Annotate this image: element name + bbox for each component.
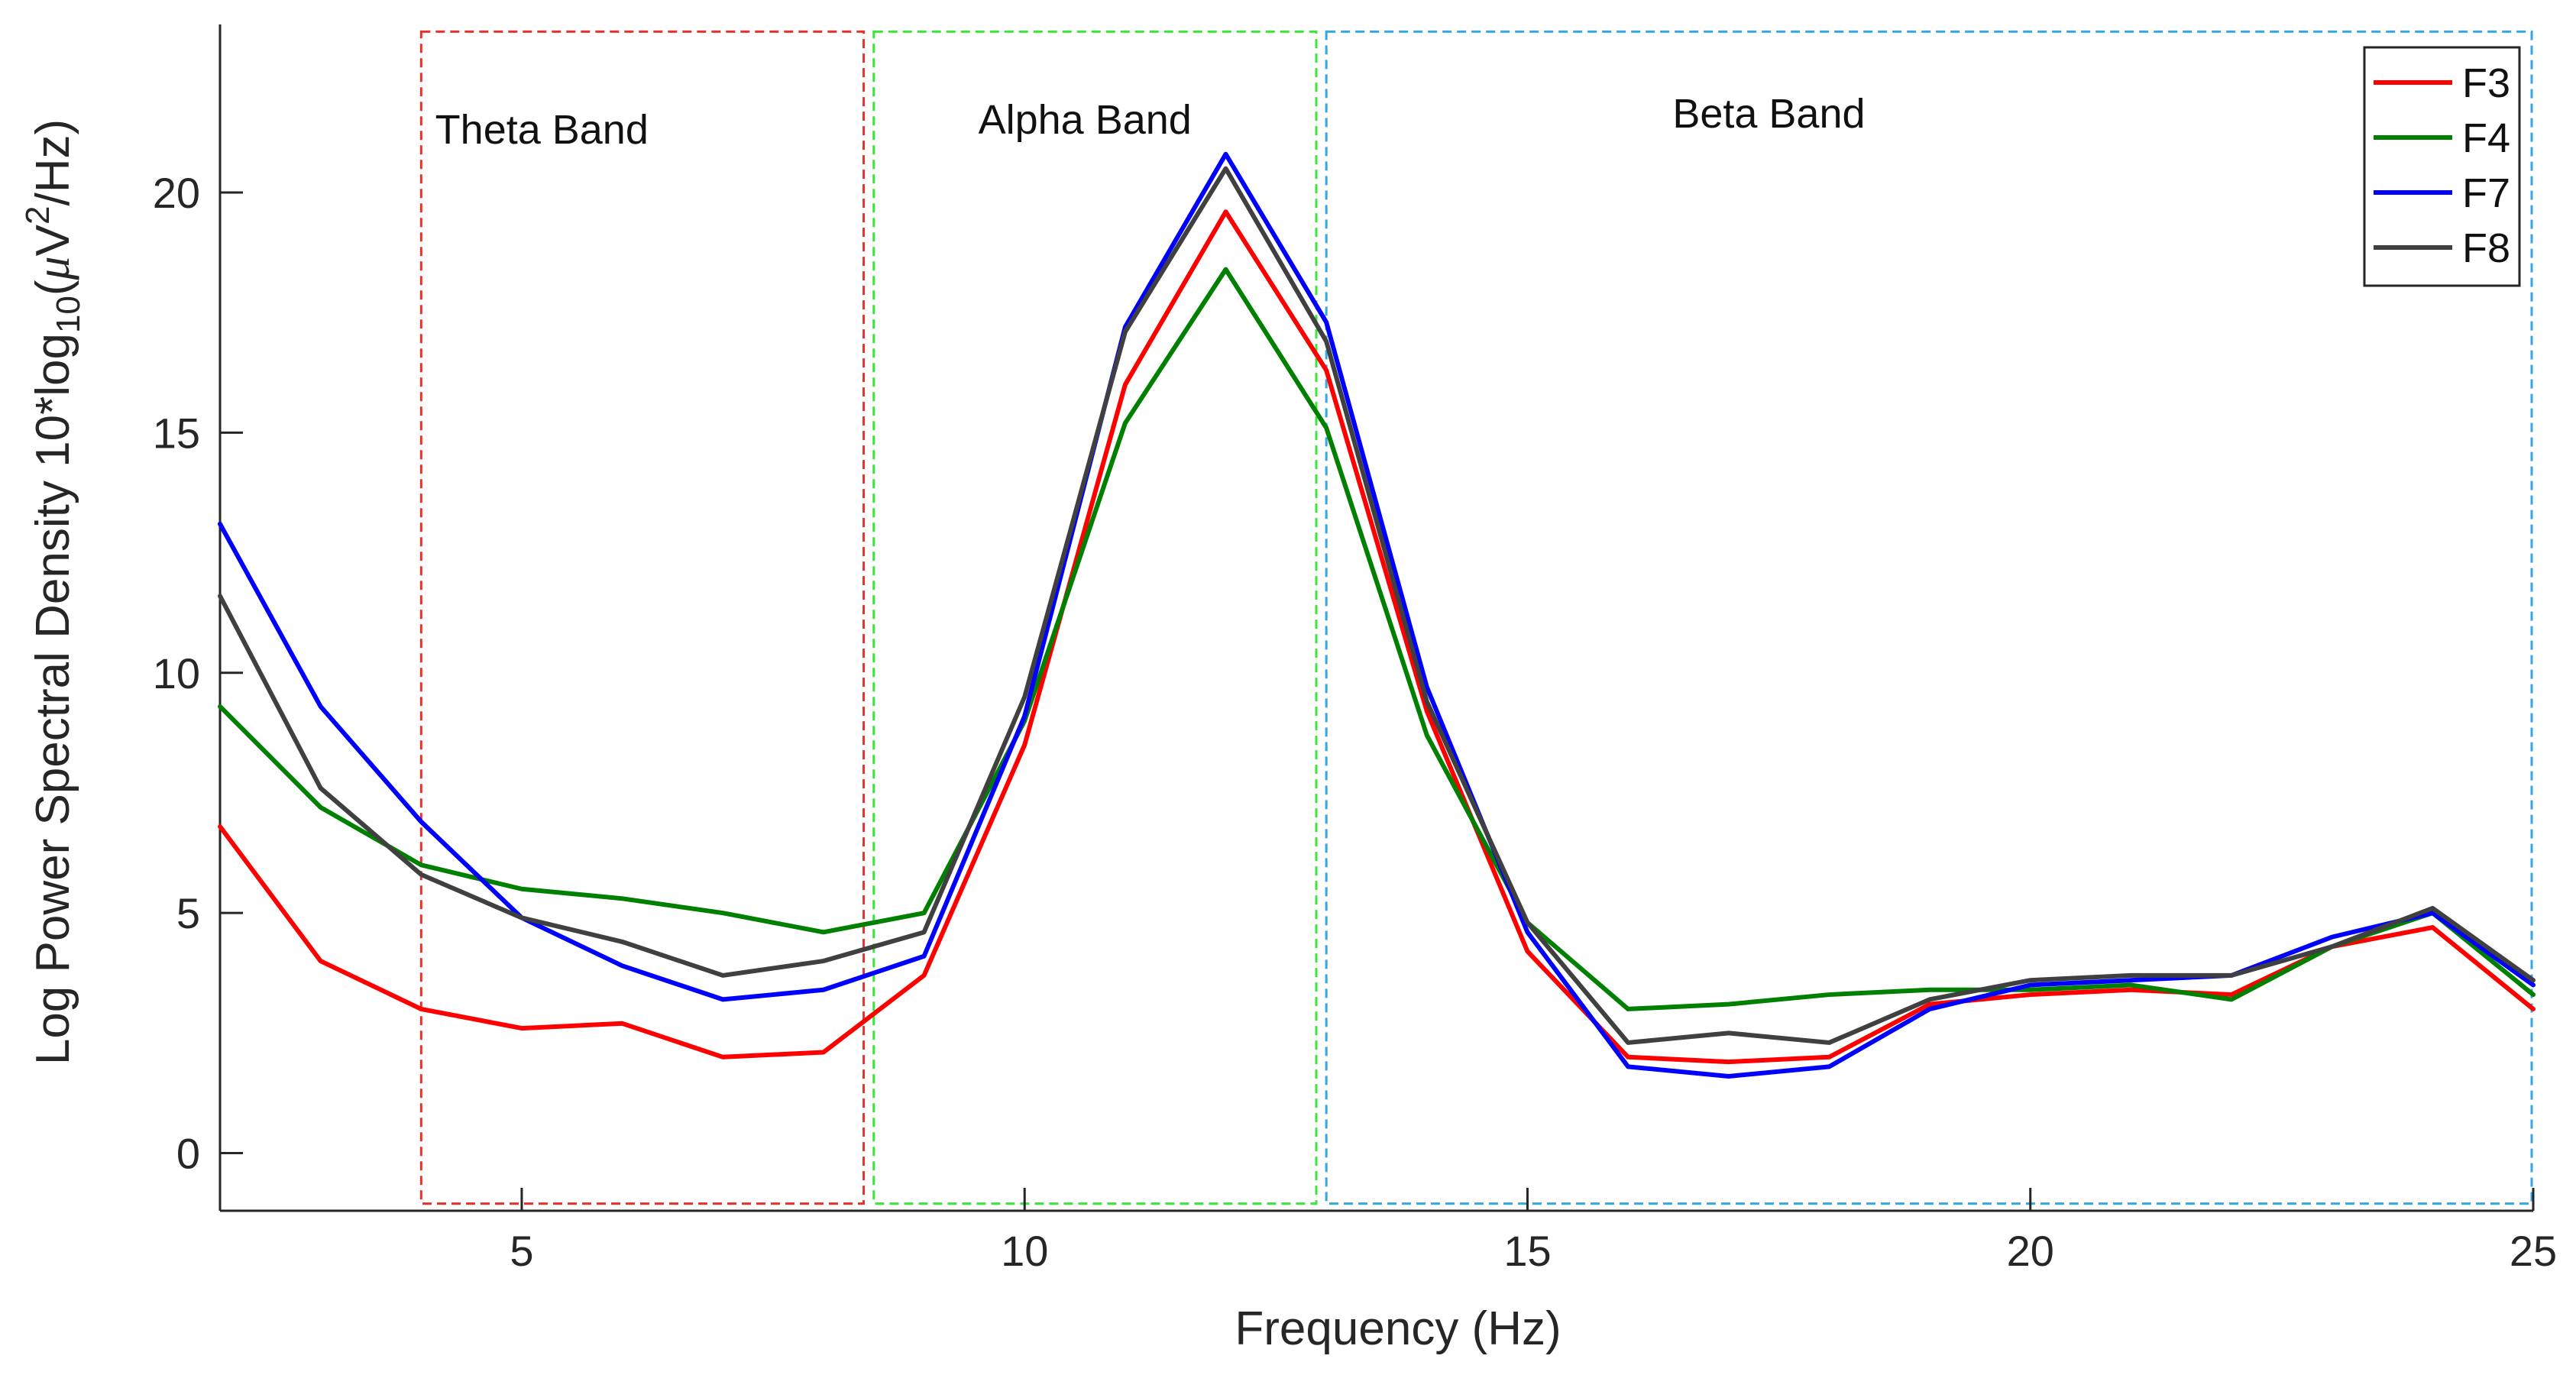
series-line-f4 [218, 267, 2536, 1011]
legend-label-f8: F8 [2462, 225, 2510, 271]
x-tick-label: 10 [1001, 1227, 1048, 1275]
series-layer [218, 151, 2536, 1079]
series-line-f8 [218, 166, 2536, 1045]
y-tick-label: 15 [153, 409, 200, 457]
beta-band-label: Beta Band [1672, 91, 1865, 137]
series-line-f7 [218, 151, 2536, 1079]
theta-band-label: Theta Band [435, 107, 649, 153]
legend-label-f3: F3 [2462, 60, 2510, 106]
axes-layer: 5 10 15 20 25 0 5 10 15 20 [153, 24, 2557, 1275]
y-axis-label-mu: μ [28, 256, 79, 280]
theta-band-region [419, 30, 866, 1205]
y-axis-label-superscript: 2 [19, 205, 57, 224]
x-tick-label: 25 [2510, 1227, 2557, 1275]
y-tick-label: 5 [176, 889, 200, 937]
x-tick-label: 15 [1503, 1227, 1551, 1275]
alpha-band-label: Alpha Band [979, 97, 1192, 143]
y-axis-label-main: Log Power Spectral Density 10*log [27, 333, 79, 1065]
beta-band-region [1325, 30, 2533, 1205]
alpha-band-region [872, 30, 1318, 1205]
band-layer: Theta Band Alpha Band Beta Band [419, 30, 2533, 1205]
y-axis-label: Log Power Spectral Density 10*log10(μV2/… [19, 119, 87, 1065]
y-tick-label: 10 [153, 649, 200, 697]
y-axis-label-open: ( [27, 280, 79, 296]
x-tick-label: 20 [2007, 1227, 2054, 1275]
series-line-f3 [218, 209, 2536, 1065]
x-axis-label: Frequency (Hz) [1235, 1302, 1561, 1355]
y-axis-label-tail: /Hz) [27, 119, 79, 206]
y-tick-label: 0 [176, 1130, 200, 1178]
y-axis-label-volt: V [27, 224, 79, 256]
legend-label-f7: F7 [2462, 170, 2510, 216]
x-tick-label: 5 [510, 1227, 533, 1275]
legend-label-f4: F4 [2462, 115, 2510, 161]
y-axis-label-subscript: 10 [50, 296, 87, 333]
y-tick-label: 20 [153, 169, 200, 217]
legend: F3 F4 F7 F8 [2363, 46, 2521, 287]
